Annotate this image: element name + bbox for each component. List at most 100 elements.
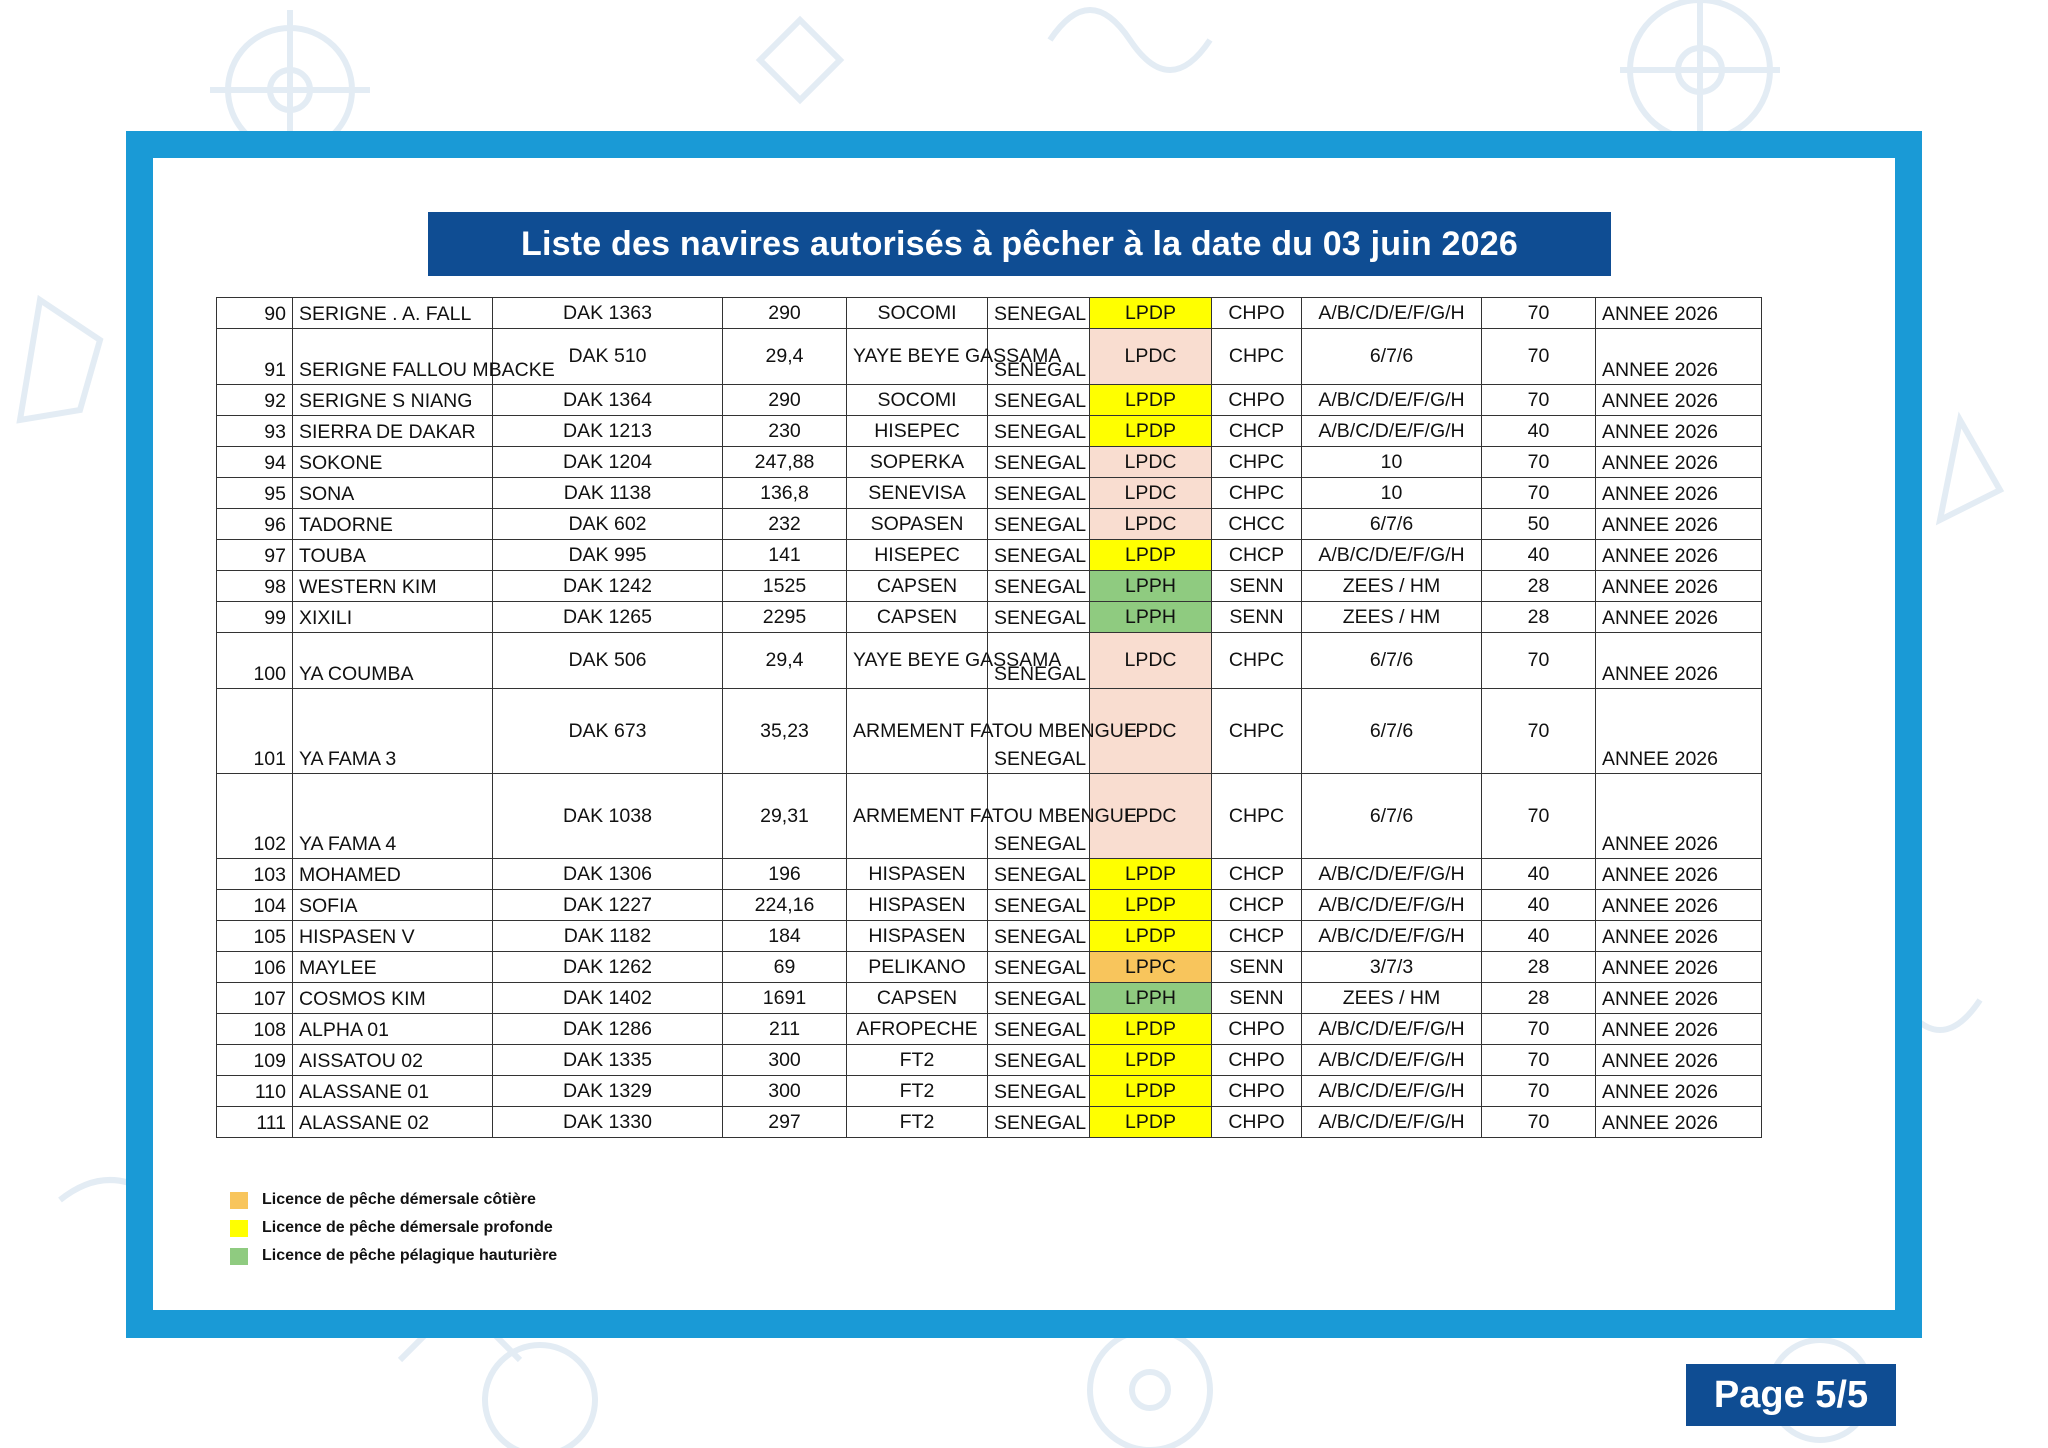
licence-type-cell: LPDP bbox=[1089, 920, 1212, 952]
licence-type-cell: LPDP bbox=[1089, 297, 1212, 329]
tonnage-cell: 141 bbox=[722, 539, 847, 571]
validity-cell: ANNEE 2026 bbox=[1595, 508, 1762, 540]
vessel-name-cell: TOUBA bbox=[292, 539, 493, 571]
zones-cell: A/B/C/D/E/F/G/H bbox=[1301, 858, 1482, 890]
tonnage-cell: 224,16 bbox=[722, 889, 847, 921]
crew-cell: 40 bbox=[1481, 539, 1596, 571]
country-cell: SENEGAL bbox=[987, 446, 1090, 478]
table-row: 103 MOHAMED DAK 1306 196 HISPASEN SENEGAL LPDP… bbox=[216, 858, 1762, 890]
crew-cell: 28 bbox=[1481, 982, 1596, 1014]
zones-cell: 10 bbox=[1301, 446, 1482, 478]
tonnage-cell: 211 bbox=[722, 1013, 847, 1045]
validity-cell: ANNEE 2026 bbox=[1595, 858, 1762, 890]
category-cell: SENN bbox=[1211, 601, 1302, 633]
table-row: 91 SERIGNE FALLOU MBACKE DAK 510 29,4 YAYE B… bbox=[216, 328, 1762, 385]
row-number-cell: 93 bbox=[216, 415, 293, 447]
zones-cell: 6/7/6 bbox=[1301, 632, 1482, 689]
registration-cell: DAK 995 bbox=[492, 539, 723, 571]
category-cell: CHCP bbox=[1211, 539, 1302, 571]
vessel-name-cell: MAYLEE bbox=[292, 951, 493, 983]
licence-type-cell: LPDP bbox=[1089, 1075, 1212, 1107]
country-cell: SENEGAL bbox=[987, 415, 1090, 447]
owner-cell: PELIKANO bbox=[846, 951, 988, 983]
registration-cell: DAK 602 bbox=[492, 508, 723, 540]
owner-cell: CAPSEN bbox=[846, 570, 988, 602]
crew-cell: 70 bbox=[1481, 1075, 1596, 1107]
zones-cell: A/B/C/D/E/F/G/H bbox=[1301, 920, 1482, 952]
vessel-name-cell: SIERRA DE DAKAR bbox=[292, 415, 493, 447]
table-row: 97 TOUBA DAK 995 141 HISEPEC SENEGAL LPDP CHCP A… bbox=[216, 539, 1762, 571]
licence-type-cell: LPPH bbox=[1089, 601, 1212, 633]
licence-type-cell: LPDC bbox=[1089, 446, 1212, 478]
zones-cell: A/B/C/D/E/F/G/H bbox=[1301, 384, 1482, 416]
tonnage-cell: 69 bbox=[722, 951, 847, 983]
licence-type-cell: LPPH bbox=[1089, 570, 1212, 602]
country-cell: SENEGAL bbox=[987, 1044, 1090, 1076]
page-title: Liste des navires autorisés à pêcher à l… bbox=[428, 212, 1611, 276]
vessel-name-cell: ALASSANE 02 bbox=[292, 1106, 493, 1138]
category-cell: CHCP bbox=[1211, 889, 1302, 921]
owner-cell: HISPASEN bbox=[846, 920, 988, 952]
owner-cell: SOPASEN bbox=[846, 508, 988, 540]
crew-cell: 28 bbox=[1481, 601, 1596, 633]
validity-cell: ANNEE 2026 bbox=[1595, 539, 1762, 571]
row-number-cell: 104 bbox=[216, 889, 293, 921]
validity-cell: ANNEE 2026 bbox=[1595, 601, 1762, 633]
row-number-cell: 111 bbox=[216, 1106, 293, 1138]
row-number-cell: 97 bbox=[216, 539, 293, 571]
table-row: 99 XIXILI DAK 1265 2295 CAPSEN SENEGAL LPPH SEN… bbox=[216, 601, 1762, 633]
category-cell: CHPO bbox=[1211, 1075, 1302, 1107]
country-cell: SENEGAL bbox=[987, 951, 1090, 983]
tonnage-cell: 29,4 bbox=[722, 328, 847, 385]
registration-cell: DAK 1286 bbox=[492, 1013, 723, 1045]
crew-cell: 50 bbox=[1481, 508, 1596, 540]
owner-cell: HISEPEC bbox=[846, 415, 988, 447]
vessel-name-cell: WESTERN KIM bbox=[292, 570, 493, 602]
registration-cell: DAK 1262 bbox=[492, 951, 723, 983]
legend-label: Licence de pêche démersale côtière bbox=[262, 1191, 536, 1208]
zones-cell: 10 bbox=[1301, 477, 1482, 509]
validity-cell: ANNEE 2026 bbox=[1595, 328, 1762, 385]
country-cell: SENEGAL bbox=[987, 297, 1090, 329]
licence-type-cell: LPDC bbox=[1089, 688, 1212, 774]
country-cell: SENEGAL bbox=[987, 1013, 1090, 1045]
crew-cell: 70 bbox=[1481, 477, 1596, 509]
table-row: 92 SERIGNE S NIANG DAK 1364 290 SOCOMI SENEGA… bbox=[216, 384, 1762, 416]
registration-cell: DAK 1330 bbox=[492, 1106, 723, 1138]
tonnage-cell: 247,88 bbox=[722, 446, 847, 478]
row-number-cell: 92 bbox=[216, 384, 293, 416]
row-number-cell: 108 bbox=[216, 1013, 293, 1045]
category-cell: CHPO bbox=[1211, 1013, 1302, 1045]
crew-cell: 70 bbox=[1481, 446, 1596, 478]
tonnage-cell: 29,31 bbox=[722, 773, 847, 859]
country-cell: SENEGAL bbox=[987, 1075, 1090, 1107]
category-cell: CHCP bbox=[1211, 920, 1302, 952]
vessel-name-cell: AISSATOU 02 bbox=[292, 1044, 493, 1076]
licence-legend: Licence de pêche démersale côtière Licen… bbox=[230, 1186, 557, 1270]
zones-cell: A/B/C/D/E/F/G/H bbox=[1301, 297, 1482, 329]
table-row: 111 ALASSANE 02 DAK 1330 297 FT2 SENEGAL LPDP C… bbox=[216, 1106, 1762, 1138]
vessel-name-cell: SOFIA bbox=[292, 889, 493, 921]
validity-cell: ANNEE 2026 bbox=[1595, 446, 1762, 478]
tonnage-cell: 2295 bbox=[722, 601, 847, 633]
crew-cell: 70 bbox=[1481, 1013, 1596, 1045]
category-cell: CHPC bbox=[1211, 477, 1302, 509]
table-row: 110 ALASSANE 01 DAK 1329 300 FT2 SENEGAL LPDP C… bbox=[216, 1075, 1762, 1107]
vessel-name-cell: ALPHA 01 bbox=[292, 1013, 493, 1045]
table-row: 98 WESTERN KIM DAK 1242 1525 CAPSEN SENEGAL LP… bbox=[216, 570, 1762, 602]
crew-cell: 70 bbox=[1481, 384, 1596, 416]
registration-cell: DAK 1182 bbox=[492, 920, 723, 952]
country-cell: SENEGAL bbox=[987, 632, 1090, 689]
registration-cell: DAK 1363 bbox=[492, 297, 723, 329]
validity-cell: ANNEE 2026 bbox=[1595, 773, 1762, 859]
vessel-name-cell: XIXILI bbox=[292, 601, 493, 633]
zones-cell: A/B/C/D/E/F/G/H bbox=[1301, 415, 1482, 447]
zones-cell: 3/7/3 bbox=[1301, 951, 1482, 983]
licence-type-cell: LPDC bbox=[1089, 328, 1212, 385]
zones-cell: ZEES / HM bbox=[1301, 982, 1482, 1014]
legend-swatch-demersale-profonde bbox=[230, 1219, 248, 1237]
legend-label: Licence de pêche pélagique hauturière bbox=[262, 1247, 558, 1264]
category-cell: CHPC bbox=[1211, 688, 1302, 774]
row-number-cell: 107 bbox=[216, 982, 293, 1014]
category-cell: CHPO bbox=[1211, 1106, 1302, 1138]
